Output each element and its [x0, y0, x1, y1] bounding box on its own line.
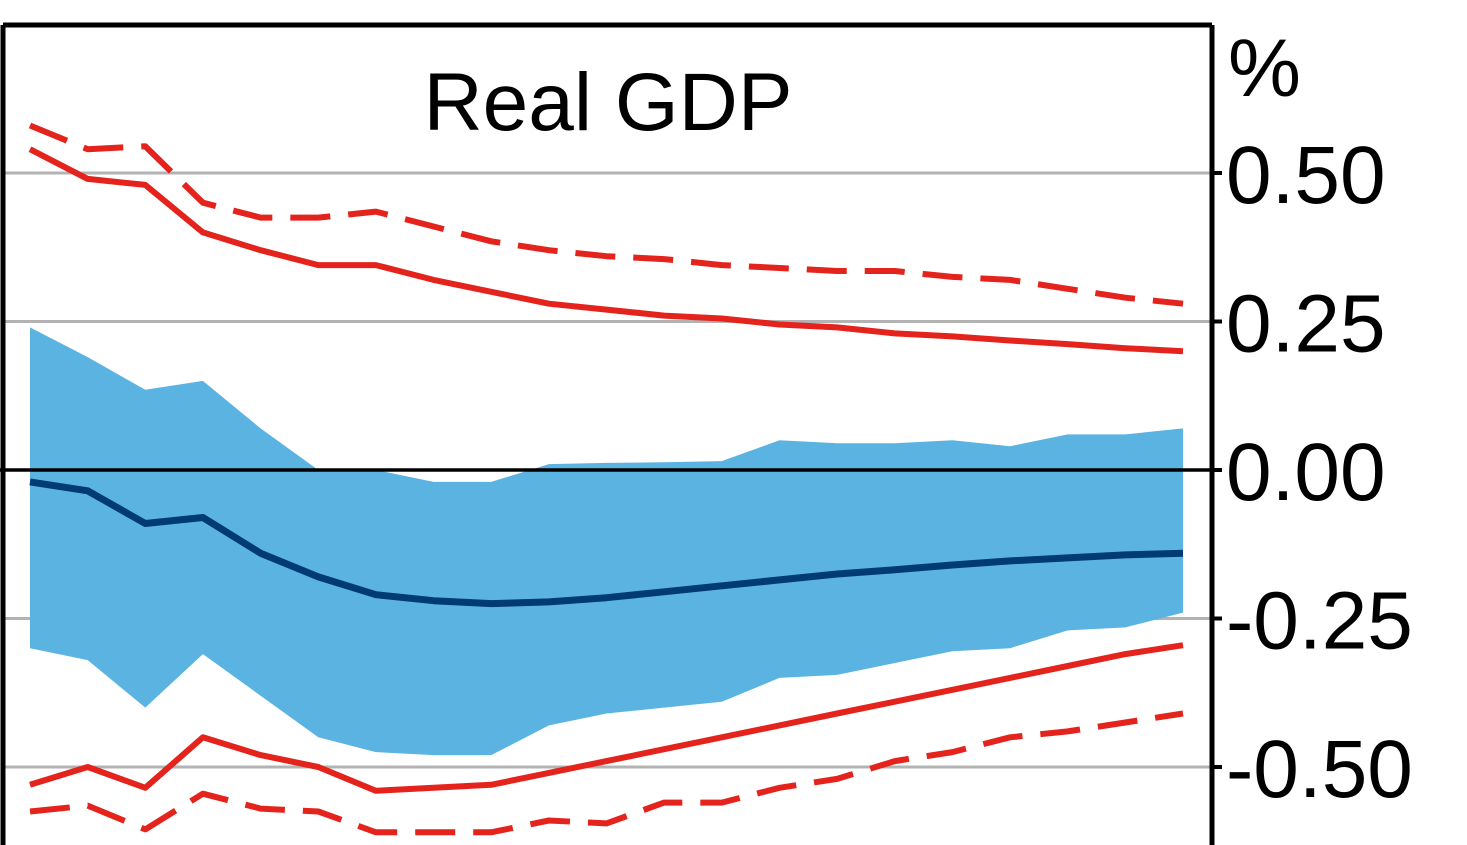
chart-title: Real GDP — [423, 57, 792, 148]
axes — [0, 22, 1222, 845]
confidence-band — [30, 327, 1183, 756]
y-tick-label: -0.25 — [1226, 576, 1413, 667]
y-axis-unit-label: % — [1228, 23, 1301, 114]
central-projection-line — [29, 478, 1184, 608]
confidence-band-layer — [30, 327, 1183, 756]
y-tick-label: 0.25 — [1226, 279, 1386, 370]
upper-dashed-bound-line — [28, 122, 1184, 307]
series-layer — [28, 122, 1184, 836]
lower-dashed-bound-line — [29, 710, 1184, 836]
y-tick-label: -0.50 — [1226, 724, 1413, 815]
lower-solid-bound-line — [29, 642, 1184, 794]
y-tick-label: 0.00 — [1226, 427, 1386, 518]
y-tick-label: 0.50 — [1226, 130, 1386, 221]
upper-solid-bound-line — [28, 146, 1184, 355]
tick-labels: 0.50 0.25 0.00 -0.25 -0.50 — [1226, 130, 1413, 815]
